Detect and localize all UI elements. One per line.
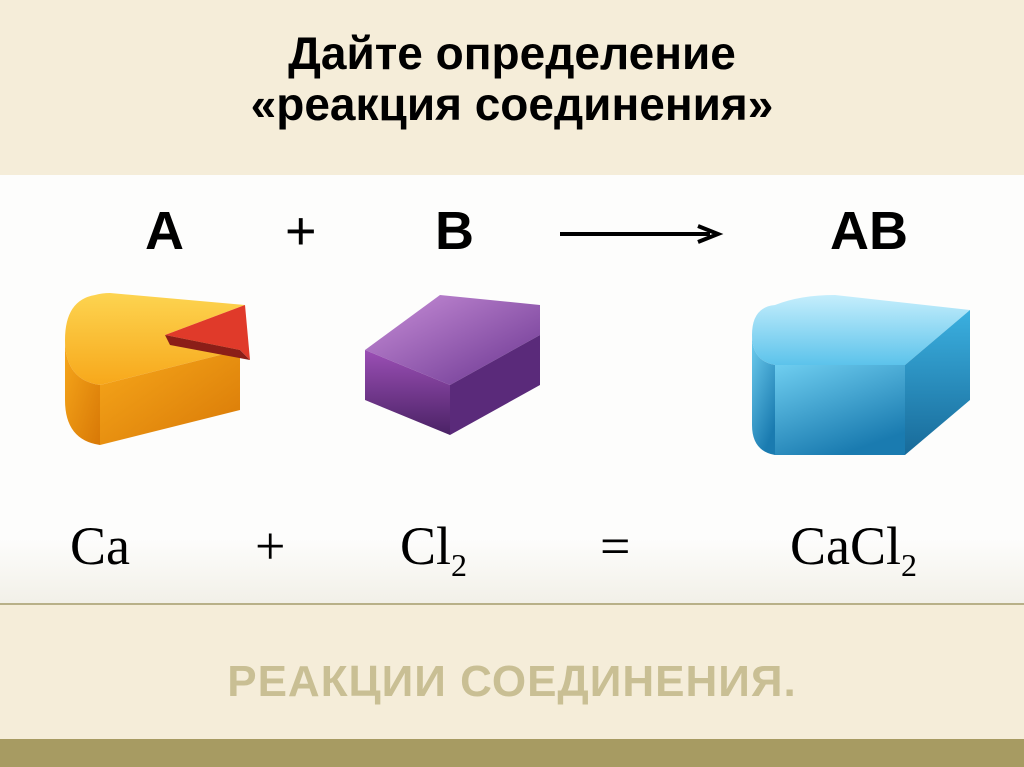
title-line-2: «реакция соединения» [251, 78, 774, 130]
footer-label: РЕАКЦИИ СОЕДИНЕНИЯ. [0, 657, 1024, 707]
formula-cacl2-sub: 2 [901, 547, 917, 583]
shapes-row [0, 255, 1024, 475]
diagram-panel: A + B AB [0, 175, 1024, 605]
formula-cl2-sub: 2 [451, 547, 467, 583]
footer-stripe [0, 739, 1024, 767]
symbol-b: B [435, 200, 474, 262]
title-line-1: Дайте определение [288, 27, 736, 79]
formula-ca: Ca [70, 515, 130, 577]
formula-cacl2: CaCl2 [790, 515, 917, 584]
symbol-plus: + [285, 200, 317, 262]
formula-cl2: Cl2 [400, 515, 467, 584]
equation-row: Ca + Cl2 = CaCl2 [0, 515, 1024, 575]
schema-row: A + B AB [0, 200, 1024, 250]
formula-eq: = [600, 515, 630, 577]
shape-ab [740, 265, 990, 480]
page-title: Дайте определение «реакция соединения» [0, 0, 1024, 129]
shape-a [55, 265, 285, 470]
formula-plus: + [255, 515, 285, 577]
symbol-a: A [145, 200, 184, 262]
formula-cacl2-base: CaCl [790, 516, 901, 576]
arrow-icon [560, 224, 730, 244]
formula-cl2-base: Cl [400, 516, 451, 576]
symbol-ab: AB [830, 200, 908, 262]
shape-b [345, 280, 555, 465]
